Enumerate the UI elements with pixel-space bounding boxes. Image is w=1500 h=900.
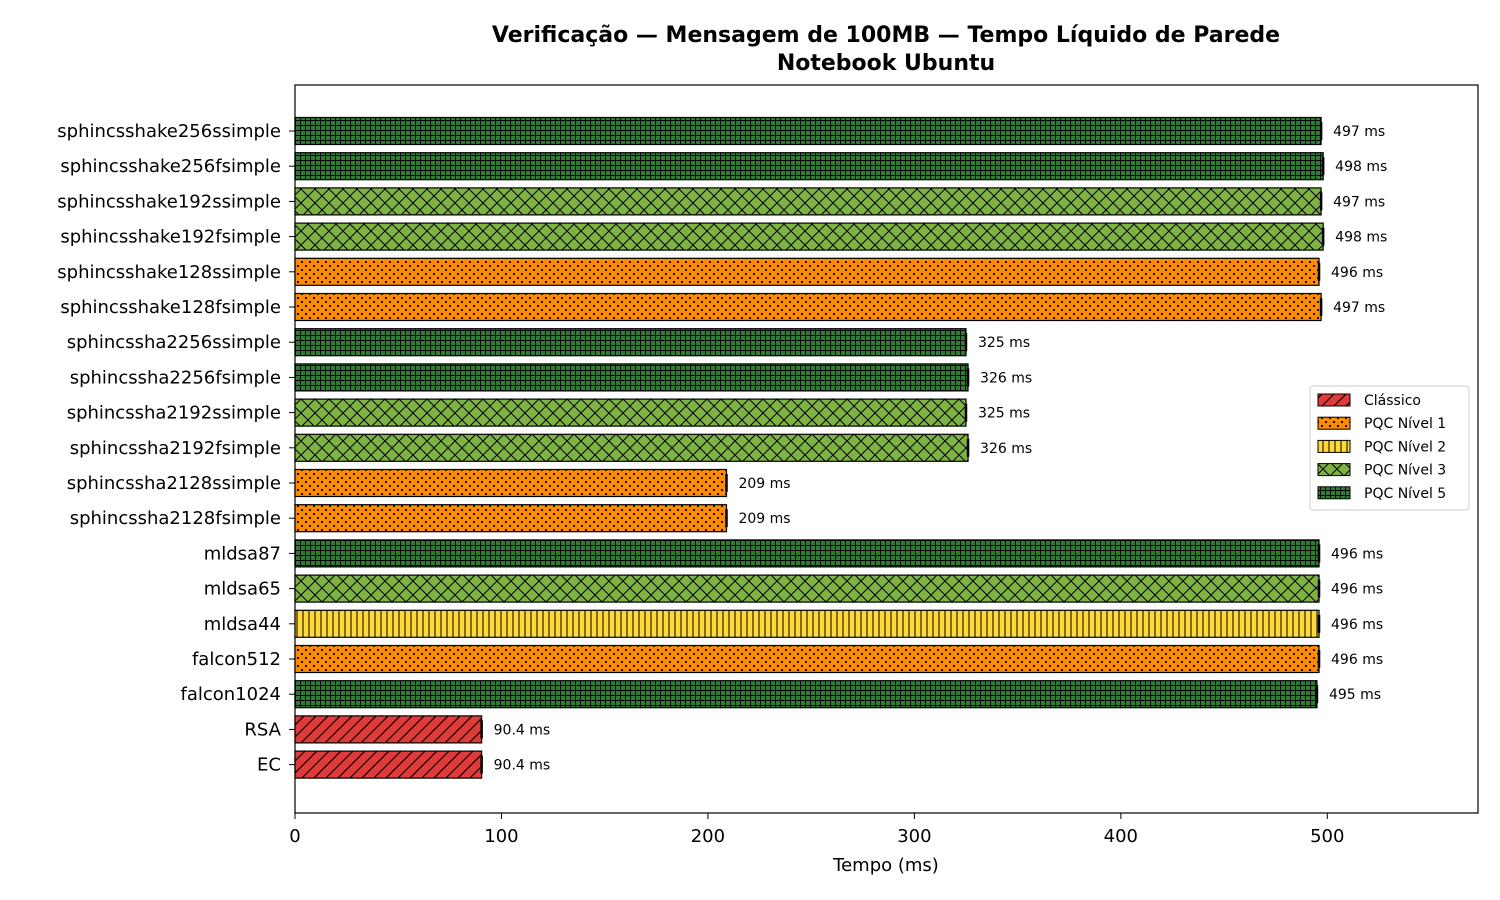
- bar: [294, 257, 1320, 286]
- bar: [294, 398, 967, 427]
- value-label: 497 ms: [1333, 194, 1385, 210]
- bar: [294, 468, 728, 498]
- value-label: 209 ms: [738, 476, 790, 492]
- x-tick-label: 400: [1104, 826, 1138, 847]
- y-tick-label: sphincssha2256fsimple: [70, 367, 281, 388]
- bar: [294, 539, 1320, 568]
- chart-subtitle: Notebook Ubuntu: [777, 51, 995, 76]
- y-tick-label: sphincsshake128fsimple: [60, 297, 281, 318]
- x-tick-label: 200: [691, 826, 725, 847]
- legend-swatch: [1317, 393, 1351, 407]
- y-tick-label: sphincsshake128ssimple: [57, 262, 281, 283]
- bar: [294, 750, 483, 779]
- value-label: 209 ms: [738, 511, 790, 527]
- value-label: 495 ms: [1329, 687, 1381, 703]
- bar: [294, 363, 969, 392]
- x-ticks: 0 100 200 300 400 500: [289, 813, 1344, 847]
- value-label: 325 ms: [978, 335, 1030, 351]
- bar: [294, 715, 483, 744]
- y-tick-label: sphincssha2192fsimple: [70, 438, 281, 459]
- value-label: 325 ms: [978, 406, 1030, 422]
- y-tick-label: sphincsshake256fsimple: [60, 156, 281, 177]
- y-tick-label: mldsa87: [204, 543, 281, 564]
- legend-label: Clássico: [1364, 393, 1421, 409]
- bar: [294, 152, 1324, 181]
- legend-swatch: [1317, 439, 1351, 453]
- legend-label: PQC Nível 1: [1364, 416, 1446, 432]
- legend-swatch: [1317, 416, 1351, 430]
- y-tick-label: sphincssha2192ssimple: [67, 403, 281, 424]
- y-tick-label: sphincssha2256ssimple: [67, 332, 281, 353]
- bar: [294, 328, 967, 357]
- value-label: 496 ms: [1331, 652, 1383, 668]
- value-label: 496 ms: [1331, 546, 1383, 562]
- bar: [294, 609, 1320, 638]
- value-label: 90.4 ms: [494, 758, 551, 774]
- value-label: 498 ms: [1335, 159, 1387, 175]
- x-axis-label: Tempo (ms): [832, 855, 939, 876]
- bar: [294, 433, 969, 462]
- y-tick-label: sphincsshake192fsimple: [60, 227, 281, 248]
- value-label: 498 ms: [1335, 230, 1387, 246]
- y-tick-label: sphincssha2128fsimple: [70, 508, 281, 529]
- x-tick-label: 0: [289, 826, 300, 847]
- value-label: 497 ms: [1333, 124, 1385, 140]
- legend: Clássico PQC Nível 1 PQC Nível 2 PQC Nível …: [1309, 385, 1470, 511]
- value-labels: 497 ms 498 ms 497 ms 498 ms 496 ms 497 ms 325 …: [494, 124, 1388, 774]
- legend-label: PQC Nível 2: [1364, 439, 1446, 455]
- y-tick-label: sphincsshake256ssimple: [57, 121, 281, 142]
- value-label: 326 ms: [980, 370, 1032, 386]
- bar: [294, 222, 1324, 251]
- legend-swatch: [1317, 463, 1351, 477]
- y-tick-label: RSA: [244, 719, 281, 740]
- bar: [294, 680, 1318, 709]
- x-tick-label: 300: [897, 826, 931, 847]
- bar: [294, 644, 1320, 674]
- bar: [294, 292, 1322, 322]
- value-label: 496 ms: [1331, 582, 1383, 598]
- bar: [294, 116, 1322, 146]
- legend-swatch: [1317, 486, 1351, 500]
- value-label: 496 ms: [1331, 617, 1383, 633]
- y-tick-label: mldsa44: [204, 614, 281, 635]
- bar: [294, 187, 1322, 216]
- y-tick-label: sphincssha2128ssimple: [67, 473, 281, 494]
- y-tick-labels: sphincsshake256ssimple sphincsshake256fsi…: [57, 121, 295, 776]
- value-label: 496 ms: [1331, 265, 1383, 281]
- y-tick-label: mldsa65: [204, 579, 281, 600]
- x-tick-label: 500: [1310, 826, 1344, 847]
- bars-layer: [294, 116, 1325, 779]
- bar: [294, 504, 728, 533]
- chart-title: Verificação — Mensagem de 100MB — Tempo …: [492, 23, 1280, 48]
- y-tick-label: falcon512: [192, 649, 281, 670]
- value-label: 326 ms: [980, 441, 1032, 457]
- bar: [294, 574, 1320, 603]
- value-label: 497 ms: [1333, 300, 1385, 316]
- y-tick-label: falcon1024: [181, 684, 282, 705]
- y-tick-label: sphincsshake192ssimple: [57, 191, 281, 212]
- y-tick-label: EC: [257, 755, 281, 776]
- legend-label: PQC Nível 3: [1364, 463, 1446, 479]
- x-tick-label: 100: [484, 826, 518, 847]
- legend-label: PQC Nível 5: [1364, 486, 1446, 502]
- value-label: 90.4 ms: [494, 722, 551, 738]
